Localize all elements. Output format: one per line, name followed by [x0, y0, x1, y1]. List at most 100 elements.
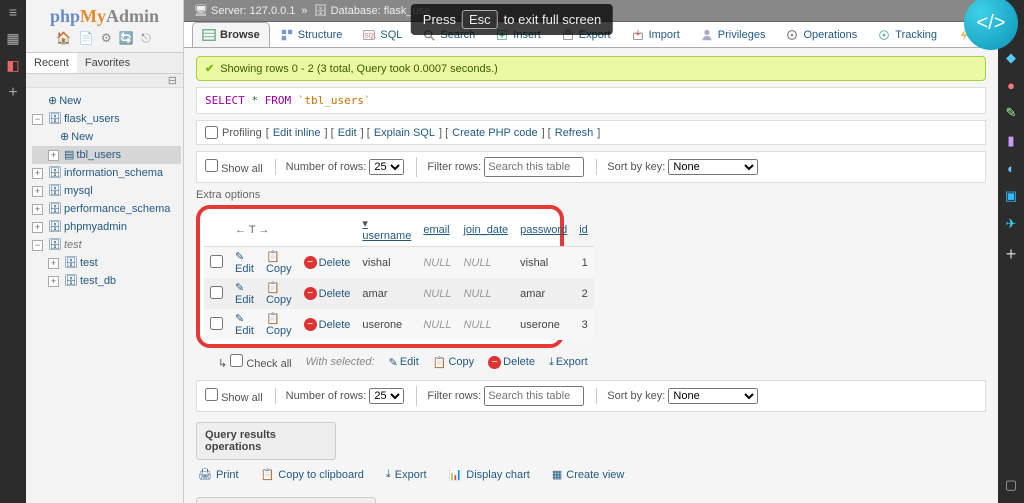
- row-copy[interactable]: 📋 Copy: [266, 250, 292, 275]
- col-password[interactable]: password: [514, 213, 573, 247]
- rdock-icon[interactable]: ✈: [1006, 216, 1017, 232]
- dock-icon[interactable]: ◧: [6, 57, 19, 74]
- cell-id: 1: [573, 247, 594, 279]
- sortkey-select[interactable]: None: [668, 159, 758, 175]
- cell-email: NULL: [417, 247, 457, 279]
- col-email[interactable]: email: [417, 213, 457, 247]
- showall-checkbox[interactable]: [205, 159, 218, 172]
- dock-icon[interactable]: +: [8, 84, 17, 102]
- extra-options[interactable]: Extra options: [196, 189, 986, 201]
- rdock-icon[interactable]: ◆: [1006, 50, 1016, 66]
- sortkey-select-b[interactable]: None: [668, 388, 758, 404]
- ws-edit[interactable]: ✎ Edit: [389, 356, 419, 369]
- tree-db-phpmyadmin[interactable]: +🗄 phpmyadmin: [32, 218, 181, 236]
- row-delete[interactable]: − Delete: [304, 318, 351, 331]
- results-table: ← T → ▾ username email join_date passwor…: [204, 213, 594, 340]
- ws-copy[interactable]: 📋 Copy: [433, 356, 474, 369]
- rdock-icon[interactable]: +: [1006, 244, 1017, 265]
- row-checkbox[interactable]: [210, 317, 223, 330]
- op-export[interactable]: ⤓ Export: [386, 468, 427, 481]
- op-copy-clipboard[interactable]: 📋 Copy to clipboard: [261, 468, 364, 481]
- dock-icon[interactable]: ≡: [9, 4, 17, 20]
- row-edit[interactable]: ✎ Edit: [235, 281, 254, 306]
- sort-arrows[interactable]: ← T →: [235, 224, 269, 236]
- cell-id: 3: [573, 309, 594, 340]
- op-create-view[interactable]: ▦ Create view: [552, 468, 624, 481]
- table-row: ✎ Edit📋 Copy− DeleteuseroneNULLNULLusero…: [204, 309, 594, 340]
- rdock-icon[interactable]: ▣: [1005, 188, 1017, 204]
- tab-import[interactable]: Import: [621, 22, 690, 47]
- row-checkbox[interactable]: [210, 286, 223, 299]
- tree-db-mysql[interactable]: +🗄 mysql: [32, 182, 181, 200]
- tab-operations[interactable]: Operations: [775, 22, 867, 47]
- cell-join_date: NULL: [457, 247, 514, 279]
- check-all-row: ↳ Check all With selected: ✎ Edit 📋 Copy…: [210, 350, 986, 374]
- numrows-select-b[interactable]: 25: [369, 388, 404, 404]
- breadcrumb-server[interactable]: 🖥 Server: 127.0.0.1: [194, 4, 295, 17]
- filter-input[interactable]: [484, 157, 584, 177]
- ws-delete[interactable]: − Delete: [488, 356, 535, 369]
- ws-export[interactable]: ⤓ Export: [549, 356, 588, 369]
- numrows-select[interactable]: 25: [369, 159, 404, 175]
- tree-db-test-sub[interactable]: +🗄 test: [32, 254, 181, 272]
- filter-input-b[interactable]: [484, 386, 584, 406]
- tab-browse[interactable]: Browse: [192, 22, 270, 47]
- filter-label: Filter rows:: [427, 161, 481, 173]
- tree-new[interactable]: ⊕ New: [32, 92, 181, 110]
- nav-tool-icons[interactable]: 🏠 📄 ⚙ 🔄 ⎋: [26, 29, 183, 52]
- col-join_date[interactable]: join_date: [457, 213, 514, 247]
- col-id[interactable]: id: [573, 213, 594, 247]
- phpmyadmin-logo[interactable]: phpMyAdmin: [26, 0, 183, 29]
- check-all-checkbox[interactable]: [230, 354, 243, 367]
- fullscreen-toast: PressEscto exit full screen: [411, 4, 613, 35]
- cell-id: 2: [573, 278, 594, 309]
- rdock-icon[interactable]: ✎: [1006, 105, 1017, 121]
- refresh-link[interactable]: Refresh: [555, 127, 594, 139]
- rdock-icon[interactable]: ●: [1007, 78, 1015, 93]
- row-edit[interactable]: ✎ Edit: [235, 312, 254, 337]
- tab-privileges[interactable]: Privileges: [690, 22, 776, 47]
- cell-password: vishal: [514, 247, 573, 279]
- cell-password: amar: [514, 278, 573, 309]
- profiling-label: Profiling: [222, 127, 262, 139]
- bookmark-header: 🔖 Bookmark this SQL query: [196, 497, 376, 503]
- edit-link[interactable]: Edit: [338, 127, 357, 139]
- rdock-icon[interactable]: ◐: [1007, 161, 1015, 176]
- dock-icon[interactable]: ▦: [6, 30, 19, 47]
- controls-bottom: Show all Number of rows: 25 Filter rows:…: [196, 380, 986, 412]
- tab-recent[interactable]: Recent: [26, 53, 77, 73]
- tree-db-test[interactable]: −🗄 test: [32, 236, 181, 254]
- row-delete[interactable]: − Delete: [304, 287, 351, 300]
- controls-top: Show all Number of rows: 25 Filter rows:…: [196, 151, 986, 183]
- success-message: Showing rows 0 - 2 (3 total, Query took …: [196, 56, 986, 81]
- showall-checkbox-b[interactable]: [205, 388, 218, 401]
- tab-sql[interactable]: SQLSQL: [352, 22, 412, 47]
- tree-db-information_schema[interactable]: +🗄 information_schema: [32, 164, 181, 182]
- edit-inline-link[interactable]: Edit inline: [273, 127, 321, 139]
- row-copy[interactable]: 📋 Copy: [266, 312, 292, 337]
- profiling-checkbox[interactable]: [205, 126, 218, 139]
- op-chart[interactable]: 📊 Display chart: [449, 468, 530, 481]
- numrows-label: Number of rows:: [286, 161, 367, 173]
- right-system-dock: ◆ ● ✎ ▮ ◐ ▣ ✈ + ▢: [998, 0, 1024, 503]
- tree-db-test_db[interactable]: +🗄 test_db: [32, 272, 181, 290]
- tab-favorites[interactable]: Favorites: [77, 53, 138, 73]
- collapse-bar[interactable]: ⊟: [26, 74, 183, 88]
- op-print[interactable]: 🖨 Print: [198, 468, 239, 481]
- tab-structure[interactable]: Structure: [270, 22, 353, 47]
- tree-db-flask_users[interactable]: −🗄 flask_users: [32, 110, 181, 128]
- create-php-link[interactable]: Create PHP code: [452, 127, 537, 139]
- row-edit[interactable]: ✎ Edit: [235, 250, 254, 275]
- tab-tracking[interactable]: Tracking: [867, 22, 947, 47]
- tree-db-performance_schema[interactable]: +🗄 performance_schema: [32, 200, 181, 218]
- row-checkbox[interactable]: [210, 255, 223, 268]
- rdock-icon[interactable]: ▢: [1005, 477, 1017, 493]
- tree-table-tbl_users[interactable]: +▤ tbl_users: [32, 146, 181, 164]
- tree-new-table[interactable]: ⊕ New: [32, 128, 181, 146]
- col-username[interactable]: ▾ username: [356, 213, 417, 247]
- nav-panel: phpMyAdmin 🏠 📄 ⚙ 🔄 ⎋ Recent Favorites ⊟ …: [26, 0, 184, 503]
- explain-link[interactable]: Explain SQL: [374, 127, 435, 139]
- row-copy[interactable]: 📋 Copy: [266, 281, 292, 306]
- rdock-icon[interactable]: ▮: [1007, 133, 1014, 149]
- row-delete[interactable]: − Delete: [304, 256, 351, 269]
